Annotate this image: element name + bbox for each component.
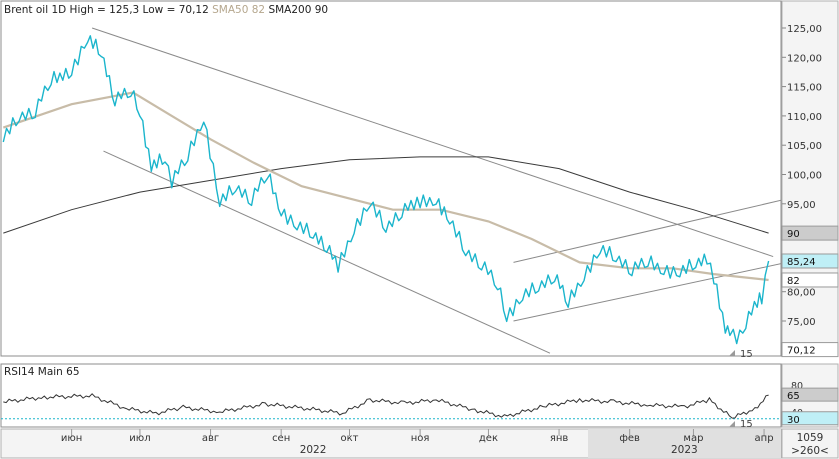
month-label-3: мар <box>683 433 703 444</box>
main-corner-triangle-icon[interactable] <box>729 350 735 356</box>
price-tick-label: 95,00 <box>787 200 816 211</box>
price-marker-low-box <box>781 342 839 358</box>
price-axis-markers: 90 85,24 82 70,12 <box>781 225 839 358</box>
price-marker-sma50-label: 82 <box>787 276 800 287</box>
month-label-9: сен <box>272 433 290 444</box>
price-marker-sma200-label: 90 <box>787 229 800 240</box>
price-marker-price-label: 85,24 <box>787 257 816 268</box>
price-marker-low-label: 70,12 <box>787 346 816 357</box>
sma50-line <box>2 91 769 282</box>
trendline-3 <box>513 263 781 322</box>
price-marker-sma200-box <box>781 225 839 241</box>
price-tick-label: 115,00 <box>787 83 822 94</box>
bars-count-box[interactable] <box>781 428 839 459</box>
price-tick-label: 105,00 <box>787 141 822 152</box>
month-gridlines <box>71 429 765 436</box>
year-label-2022: 2022 <box>300 444 327 456</box>
month-label-11: ноя <box>411 433 430 444</box>
rsi-tick-label: 80 <box>791 381 803 392</box>
month-label-2: фев <box>619 433 640 444</box>
rsi-panel-title: RSI14 Main 65 <box>4 366 80 378</box>
month-label-8: авг <box>202 433 219 444</box>
main-panel-frame[interactable] <box>0 0 782 357</box>
rsi-axis-markers: 65 30 <box>781 387 839 426</box>
rsi-corner-value: 15 <box>740 419 753 430</box>
price-tick-label: 110,00 <box>787 112 822 123</box>
trendline-0 <box>91 27 774 258</box>
price-tick-label: 125,00 <box>787 24 822 35</box>
price-axis[interactable] <box>781 0 839 357</box>
main-corner-value: 15 <box>740 349 753 360</box>
rsi-corner-triangle-icon[interactable] <box>729 421 735 427</box>
month-label-6: июн <box>61 433 82 444</box>
price-marker-price-box <box>781 253 839 269</box>
price-tick-label: 120,00 <box>787 53 822 64</box>
rsi-panel-frame[interactable] <box>0 363 782 428</box>
sma200-line <box>3 156 769 234</box>
month-label-4: апр <box>755 433 774 444</box>
month-label-1: янв <box>550 433 569 444</box>
price-series-line <box>2 35 770 345</box>
rsi-line <box>3 393 769 419</box>
rsi-marker-oversold-label: 30 <box>787 415 800 426</box>
month-label-12: дек <box>479 433 498 444</box>
month-labels: июн июл авг сен окт ноя дек янв фев мар апр <box>61 433 774 444</box>
rsi-marker-rsi-box <box>781 387 839 402</box>
year-label-2023: 2023 <box>671 444 698 456</box>
bars-count-value: 1059 <box>797 432 824 444</box>
price-tick-label: 80,00 <box>787 288 816 299</box>
month-label-7: июл <box>129 433 150 444</box>
rsi-marker-rsi-label: 65 <box>787 391 800 402</box>
month-label-10: окт <box>341 433 359 444</box>
price-marker-sma50-box <box>781 272 839 288</box>
trendline-2 <box>513 199 781 263</box>
price-tick-label: 100,00 <box>787 171 822 182</box>
rsi-marker-oversold-box <box>781 411 839 426</box>
price-tick-label: 75,00 <box>787 317 816 328</box>
scroll-range-label[interactable]: >260< <box>791 445 829 457</box>
time-axis-scroll-thumb[interactable] <box>588 429 781 458</box>
main-panel-title: Brent oil 1D High = 125,3 Low = 70,12 SM… <box>4 4 328 16</box>
